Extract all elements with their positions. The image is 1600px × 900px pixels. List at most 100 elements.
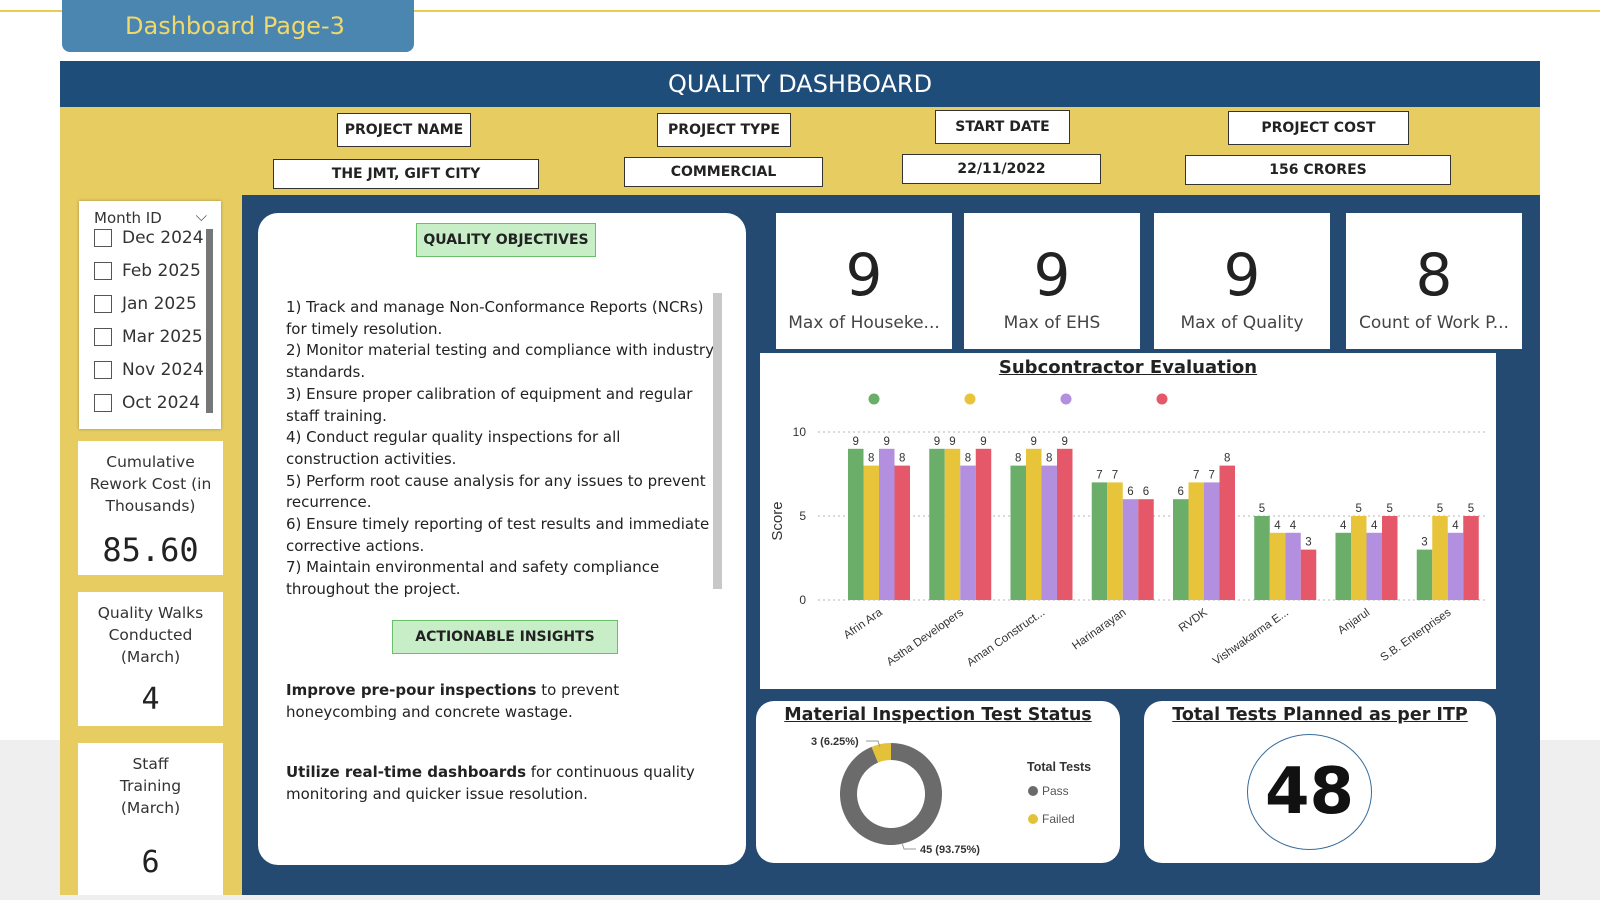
- legend-marker: [1156, 393, 1168, 405]
- data-label: 8: [899, 453, 905, 465]
- data-label: 4: [1274, 520, 1281, 532]
- data-label: 8: [1046, 453, 1052, 465]
- slicer-item[interactable]: Feb 2025: [94, 259, 201, 283]
- legend-label: Pass: [1042, 784, 1069, 798]
- data-label: 7: [1193, 469, 1199, 481]
- objective-item: 5) Perform root cause analysis for any i…: [286, 471, 706, 512]
- data-label: 7: [1096, 469, 1102, 481]
- bar: [1254, 516, 1270, 600]
- dashboard: QUALITY DASHBOARD PROJECT NAME THE JMT, …: [60, 61, 1540, 895]
- month-slicer[interactable]: Month ID ⌵ Dec 2024 Feb 2025 Jan 2025 Ma…: [79, 201, 221, 429]
- checkbox[interactable]: [94, 229, 112, 247]
- kpi-card-quality: 9 Max of Quality: [1154, 213, 1330, 349]
- data-label: 9: [1031, 436, 1037, 448]
- kpi-label: Max of Houseke...: [788, 313, 940, 333]
- data-label: 3: [1305, 537, 1311, 549]
- actionable-insights-header: ACTIONABLE INSIGHTS: [392, 620, 618, 654]
- objectives-list: 1) Track and manage Non-Conformance Repo…: [286, 297, 716, 601]
- slicer-item[interactable]: Dec 2024: [94, 226, 204, 250]
- data-label: 9: [1062, 436, 1068, 448]
- data-label: 7: [1209, 469, 1215, 481]
- slicer-item[interactable]: Jan 2025: [94, 292, 197, 316]
- slicer-scrollbar[interactable]: [206, 229, 213, 413]
- donut-label-failed: 3 (6.25%): [811, 736, 859, 748]
- checkbox[interactable]: [94, 328, 112, 346]
- quality-walks-card: Quality Walks Conducted (March) 4: [78, 592, 223, 726]
- bar: [863, 465, 879, 600]
- objective-item: 6) Ensure timely reporting of test resul…: [286, 515, 710, 555]
- bar: [1382, 516, 1398, 600]
- objective-item: 1) Track and manage Non-Conformance Repo…: [286, 298, 704, 338]
- y-tick-label: 5: [799, 509, 806, 523]
- data-label: 9: [980, 436, 986, 448]
- legend-marker: [1028, 786, 1038, 796]
- data-label: 5: [1356, 503, 1362, 515]
- rework-cost-value: 85.60: [102, 531, 199, 569]
- objective-item: 3) Ensure proper calibration of equipmen…: [286, 384, 693, 425]
- slicer-item[interactable]: Oct 2024: [94, 391, 200, 415]
- bar: [894, 465, 910, 600]
- page-tab[interactable]: Dashboard Page-3: [62, 0, 414, 52]
- quality-walks-label: Quality Walks Conducted (March): [97, 604, 204, 666]
- start-date-value: 22/11/2022: [902, 154, 1101, 184]
- bar: [1057, 448, 1073, 600]
- legend-marker: [1060, 393, 1072, 405]
- kpi-card-ehs: 9 Max of EHS: [964, 213, 1140, 349]
- donut-label-pass: 45 (93.75%): [920, 844, 980, 856]
- bar: [1300, 549, 1317, 600]
- kpi-value: 9: [1033, 241, 1071, 309]
- leader-line: [901, 842, 916, 850]
- x-tick-label: RVDK: [1177, 606, 1210, 634]
- total-tests-value: 48: [1247, 734, 1372, 850]
- insight-text: for continuous quality monitoring and qu…: [286, 763, 695, 803]
- chevron-down-icon[interactable]: ⌵: [195, 207, 207, 225]
- data-label: 9: [949, 436, 955, 448]
- bar: [1416, 549, 1433, 600]
- legend-label: Failed: [1042, 812, 1075, 826]
- checkbox[interactable]: [94, 394, 112, 412]
- objectives-card: QUALITY OBJECTIVES 1) Track and manage N…: [258, 213, 746, 865]
- y-axis-label: Score: [769, 501, 786, 540]
- material-inspection-title: Material Inspection Test Status: [784, 705, 1092, 725]
- objective-item: 2) Monitor material testing and complian…: [286, 341, 714, 382]
- chart-title: Subcontractor Evaluation: [998, 357, 1258, 378]
- bar: [1107, 482, 1123, 600]
- slicer-item-label: Nov 2024: [122, 360, 204, 380]
- checkbox[interactable]: [94, 361, 112, 379]
- data-label: 9: [934, 436, 940, 448]
- data-label: 6: [1127, 486, 1133, 498]
- staff-training-card: Staff Training (March) 6: [78, 743, 223, 895]
- x-tick-label: Anjarul: [1336, 607, 1372, 637]
- total-tests-card: Total Tests Planned as per ITP 48: [1144, 701, 1496, 863]
- slicer-item[interactable]: Mar 2025: [94, 325, 203, 349]
- data-label: 9: [853, 436, 859, 448]
- data-label: 6: [1143, 486, 1149, 498]
- data-label: 4: [1452, 520, 1459, 532]
- slicer-item-label: Dec 2024: [122, 228, 204, 248]
- data-label: 5: [1259, 503, 1265, 515]
- legend-marker: [1028, 814, 1038, 824]
- objectives-scrollbar[interactable]: [713, 293, 722, 589]
- panel-gutter: [222, 195, 242, 895]
- y-tick-label: 0: [799, 593, 806, 607]
- data-label: 4: [1371, 520, 1378, 532]
- bar: [1269, 532, 1286, 600]
- total-tests-title: Total Tests Planned as per ITP: [1172, 705, 1468, 725]
- rework-cost-card: Cumulative Rework Cost (in Thousands) 85…: [78, 441, 223, 575]
- bar: [1026, 448, 1042, 600]
- slicer-item-label: Mar 2025: [122, 327, 203, 347]
- y-tick-label: 10: [793, 425, 807, 439]
- bar: [1351, 516, 1367, 600]
- x-tick-label: S.B. Enterprises: [1379, 606, 1454, 664]
- checkbox[interactable]: [94, 295, 112, 313]
- checkbox[interactable]: [94, 262, 112, 280]
- material-inspection-card: Material Inspection Test Status Total Te…: [756, 701, 1120, 863]
- bar: [1285, 532, 1301, 600]
- bar: [848, 448, 864, 600]
- staff-training-value: 6: [141, 845, 160, 880]
- x-tick-label: Afrin Ara: [842, 606, 886, 641]
- slicer-title: Month ID: [94, 209, 162, 227]
- x-tick-label: Astha Developers: [885, 606, 966, 668]
- insight-item: Utilize real-time dashboards for continu…: [286, 761, 726, 805]
- slicer-item[interactable]: Nov 2024: [94, 358, 204, 382]
